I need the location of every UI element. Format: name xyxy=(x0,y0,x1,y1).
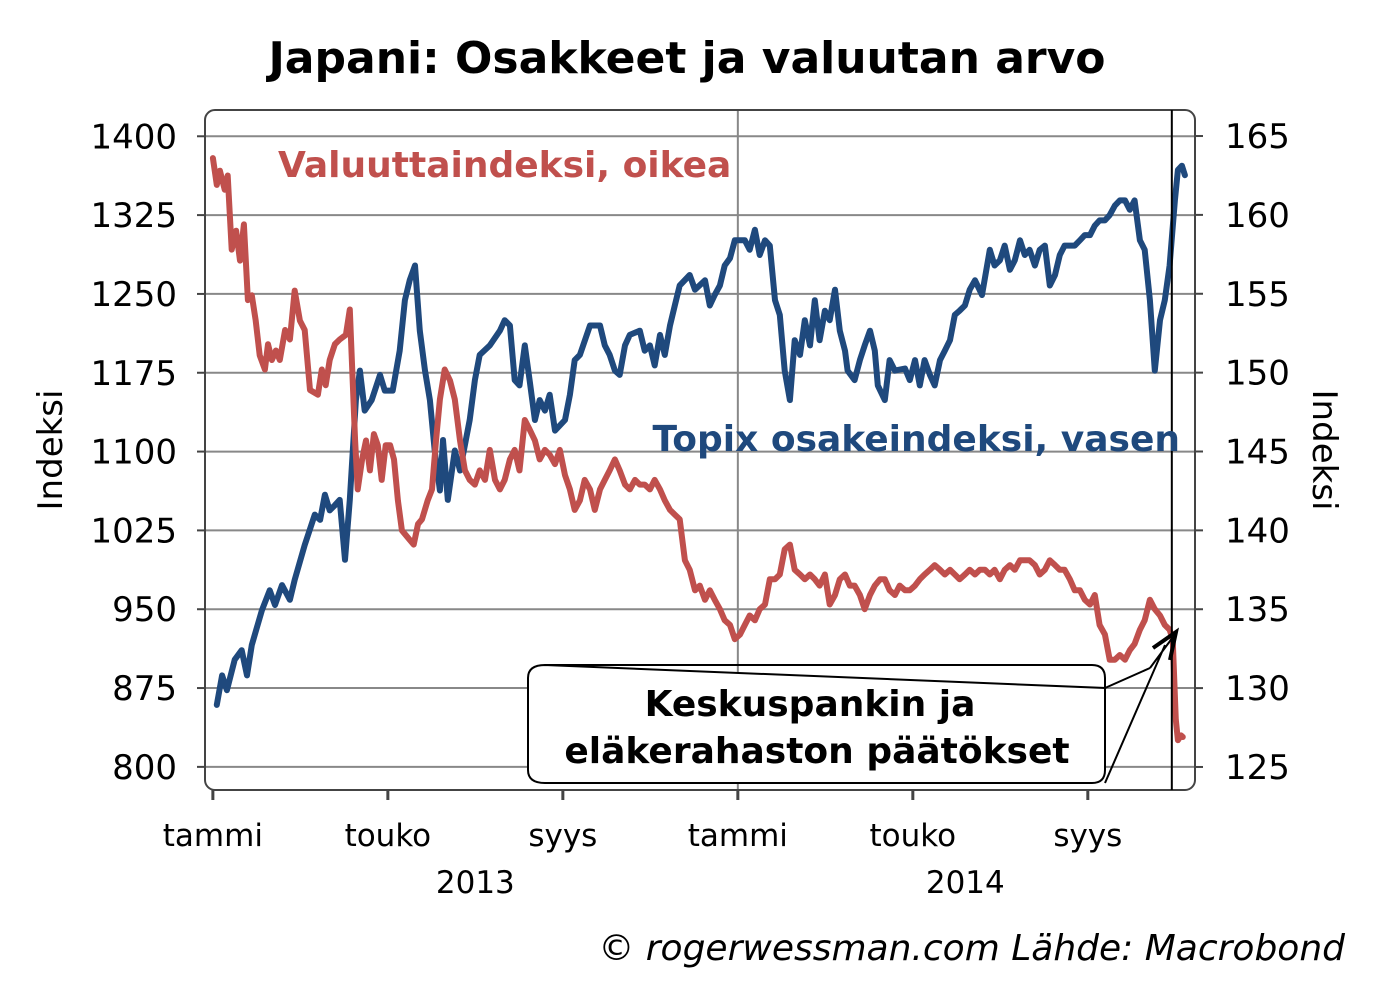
y-tick-left-label: 1250 xyxy=(90,275,177,315)
y-tick-left-label: 1325 xyxy=(90,196,177,236)
y-tick-right-label: 165 xyxy=(1225,117,1290,157)
chart-title: Japani: Osakkeet ja valuutan arvo xyxy=(265,33,1105,84)
annotation-box xyxy=(527,663,1151,784)
x-tick-label: tammi xyxy=(688,818,788,854)
y-tick-right-label: 145 xyxy=(1225,432,1290,472)
y-tick-right-label: 160 xyxy=(1225,196,1290,236)
arrowhead-icon xyxy=(1151,627,1180,661)
y-axis-left-label: Indeksi xyxy=(31,390,71,511)
x-tick-label: touko xyxy=(870,818,957,854)
series-valuuttaindeksi-line xyxy=(209,155,1186,744)
x-tick-label: touko xyxy=(345,818,432,854)
legend-valuuttaindeksi: Valuuttaindeksi, oikea xyxy=(278,145,731,186)
y-tick-left-label: 950 xyxy=(112,590,177,630)
source-footer: © rogerwessman.com Lähde: Macrobond xyxy=(598,928,1346,969)
series-lines xyxy=(209,155,1188,744)
legend-topix: Topix osakeindeksi, vasen xyxy=(652,419,1180,460)
annotation-line-1: Keskuspankin ja xyxy=(645,684,976,725)
y-tick-right-label: 150 xyxy=(1225,354,1290,394)
y-tick-right-label: 130 xyxy=(1225,669,1290,709)
y-tick-right-label: 135 xyxy=(1225,590,1290,630)
y-tick-left-label: 1025 xyxy=(90,511,177,551)
y-tick-left-label: 875 xyxy=(112,669,177,709)
x-year-label: 2014 xyxy=(926,865,1005,901)
y-tick-right-label: 140 xyxy=(1225,511,1290,551)
x-tick-label: syys xyxy=(528,818,597,854)
y-tick-right-label: 125 xyxy=(1225,748,1290,788)
y-tick-left-label: 1400 xyxy=(90,117,177,157)
axis-ticks: 800 875 950 1025 1100 1175 1250 1325 1400 125 130 1… xyxy=(90,117,1289,901)
y-tick-left-label: 800 xyxy=(112,748,177,788)
annotation-arrow xyxy=(1104,636,1174,784)
x-tick-label: tammi xyxy=(163,818,263,854)
x-tick-label: syys xyxy=(1053,818,1122,854)
x-year-label: 2013 xyxy=(436,865,515,901)
y-tick-right-label: 155 xyxy=(1225,275,1290,315)
y-tick-left-label: 1175 xyxy=(90,354,177,394)
y-axis-right-label: Indeksi xyxy=(1304,390,1344,511)
plot-frame xyxy=(204,109,1196,791)
series-topix-line xyxy=(213,162,1188,708)
annotation-line-2: eläkerahaston päätökset xyxy=(564,731,1069,772)
annotation: Keskuspankin ja eläkerahaston päätökset xyxy=(527,627,1180,784)
y-tick-left-label: 1100 xyxy=(90,433,177,473)
